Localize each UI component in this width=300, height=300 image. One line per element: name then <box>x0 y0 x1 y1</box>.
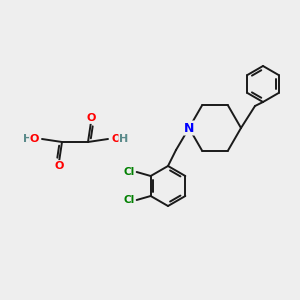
Text: Cl: Cl <box>123 167 134 177</box>
Text: H: H <box>119 134 128 144</box>
Text: N: N <box>184 122 194 134</box>
Text: H: H <box>23 134 32 144</box>
Text: Cl: Cl <box>123 195 134 205</box>
Text: H: H <box>112 134 122 144</box>
Text: O: O <box>54 161 64 171</box>
Text: O: O <box>112 134 122 144</box>
Text: O: O <box>30 134 39 144</box>
Text: O: O <box>86 113 96 123</box>
